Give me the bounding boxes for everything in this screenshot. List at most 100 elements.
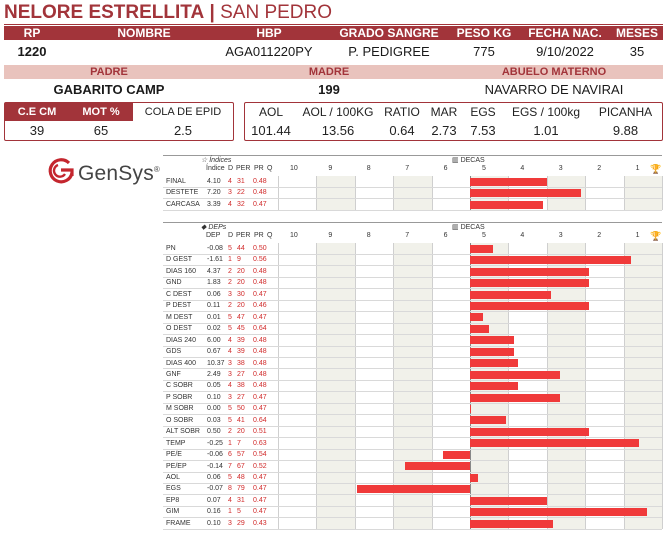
row-label: C DEST [166,290,192,298]
deca-bar [470,279,590,288]
deca-gridline [316,243,318,530]
row-percentile: 57 [237,451,245,459]
deca-gridline [278,176,279,211]
indices-chart: ☆ Índices ▥ DECAS Índice D PER PR Q 10 9 8… [163,155,663,213]
deca-column-bg [585,243,624,530]
rp-value: 1220 [17,44,47,59]
row-value: 0.67 [207,348,221,356]
row-percentile: 29 [237,519,245,527]
deca-column-bg [278,243,317,530]
row-label: GNF [166,370,181,378]
deca-bar [356,485,470,494]
row-precision: 0.47 [253,496,267,504]
deca-bar [470,347,515,356]
row-percentile: 44 [237,245,245,252]
chart-row: PN -0.08 5 44 0.50 [163,243,662,254]
row2-header-bar: PADRE MADRE ABUELO MATERNO [4,65,663,79]
chart-row: C SOBR 0.05 4 38 0.48 [163,380,662,391]
row-deca: 4 [228,200,232,208]
row-label: M SOBR [166,405,194,413]
egs-value: 7.53 [470,123,496,138]
row-divider [163,437,662,439]
row2-values: GABARITO CAMP 199 NAVARRO DE NAVIRAI [4,81,663,99]
deca-bar [470,508,647,517]
col-pr-header: PR [254,165,264,172]
row-label: GDS [166,348,182,356]
reproductive-box-values: 39 65 2.5 [5,122,233,140]
row-value: 0.16 [207,508,221,516]
row-divider [163,368,662,370]
row-percentile: 48 [237,474,245,481]
deca-tick-label: 6 [443,232,448,239]
chart-row: GDS 0.67 4 39 0.48 [163,346,662,357]
row-value: 4.10 [207,178,221,185]
row-value: 0.07 [207,496,221,504]
deca-column-bg [431,176,470,211]
row-label: DESTETE [166,189,199,197]
deca-bar [470,267,590,276]
row-value: 2.49 [207,370,221,378]
row-label: C SOBR [166,382,193,390]
deps-chart: ◆ DEPs ▥ DECAS DEP D PER PR Q 10 9 8 7 6 5 4 3 2… [163,222,663,530]
chart-row: GND 1.83 2 20 0.48 [163,277,662,288]
row-deca: 4 [228,382,232,390]
deca-bar [470,370,561,379]
madre-header: MADRE [308,66,350,78]
chart-row: C DEST 0.06 3 30 0.47 [163,289,662,300]
deca-bar [470,313,484,322]
row-percentile: 32 [237,200,245,208]
egs-100kg-header: EGS / 100kg [511,105,581,119]
row-deca: 5 [228,405,232,413]
row-value: -0.14 [207,462,223,470]
row-percentile: 27 [237,393,245,401]
grado-sangre-header: GRADO SANGRE [339,26,439,40]
aol-100kg-header: AOL / 100KG [302,105,374,119]
col-pr-header: PR [254,232,264,239]
picanha-value: 9.88 [612,123,639,138]
row-value: 0.01 [207,313,221,321]
deca-bar [443,450,470,459]
row-label: O SOBR [166,416,194,424]
row-percentile: 31 [237,496,245,504]
chart-row: CARCASA 3.39 4 32 0.47 [163,199,662,210]
row-value: 1.83 [207,279,221,287]
row-label: P SOBR [166,393,193,401]
row-deca: 3 [228,290,232,298]
chart-row: P SOBR 0.10 3 27 0.47 [163,392,662,403]
row-label: ALT SOBR [166,428,200,436]
deca-tick-label: 4 [520,165,525,172]
row-percentile: 41 [237,416,245,424]
row-label: AOL [166,474,181,481]
chart-row: ALT SOBR 0.50 2 20 0.51 [163,426,662,437]
registered-mark: ® [153,165,161,174]
deca-bar [404,462,470,471]
deca-gridline [662,176,663,211]
reproductive-box: C.E CM MOT % COLA DE EPID 39 65 2.5 [4,102,234,141]
peso-value: 775 [473,44,495,59]
deps-decas-text: DECAS [460,224,485,231]
row-percentile: 9 [237,256,241,264]
row-percentile: 47 [237,313,245,321]
row-divider [163,186,662,188]
row-value: 7.20 [207,189,221,197]
bar-chart-icon: ▥ [452,224,459,231]
fecha-nac-value: 9/10/2022 [536,44,594,59]
row-precision: 0.50 [253,245,267,252]
row-precision: 0.63 [253,439,267,447]
row-deca: 2 [228,267,232,275]
row-percentile: 31 [237,178,245,185]
hbp-value: AGA011220PY [225,44,313,59]
row-divider [163,494,662,496]
deca-tick-label: 3 [558,165,563,172]
row-deca: 3 [228,189,232,197]
hbp-header: HBP [256,26,282,40]
row-label: TEMP [166,439,186,447]
row-divider [163,379,662,381]
row-percentile: 5 [237,508,241,516]
row-deca: 4 [228,348,232,356]
aol-100kg-value: 13.56 [321,123,355,138]
meses-value: 35 [629,44,645,59]
row-value: 3.39 [207,200,221,208]
deca-tick-label: 7 [405,165,410,172]
row-value: 0.06 [207,474,221,481]
